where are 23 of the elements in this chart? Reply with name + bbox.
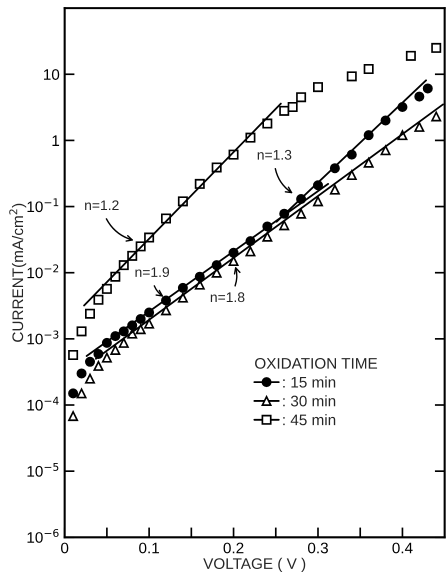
legend-label: : 15 min (283, 376, 336, 388)
y-tick-label: 10$^{−3}$ (28, 330, 58, 344)
x-tick-label: 0.3 (308, 542, 328, 554)
y-tick-label: 1 (52, 135, 60, 146)
y-tick-label: 10$^{−6}$ (28, 528, 59, 543)
annotation: n=1.9 (135, 267, 170, 278)
x-tick-label: 0.4 (392, 542, 413, 554)
annotation: n=1.2 (85, 200, 119, 210)
y-tick-label: 10 (44, 69, 60, 80)
legend-title: OXIDATION TIME (255, 358, 378, 369)
y-tick-label: 10$^{−4}$ (28, 396, 59, 411)
legend-label: : 45 min (283, 414, 336, 426)
y-tick-label: 10$^{−2}$ (28, 264, 58, 278)
x-tick-label: 0 (61, 542, 68, 554)
y-axis-title: CURRENT(mA/cm$^{2}$) (9, 204, 26, 342)
legend-label: : 30 min (283, 395, 336, 406)
x-tick-label: 0.2 (224, 542, 244, 554)
y-tick-label: 10$^{−5}$ (28, 462, 58, 477)
x-tick-label: 0.1 (139, 542, 159, 554)
x-axis-title: VOLTAGE ( V ) (203, 558, 306, 572)
annotation: n=1.8 (210, 292, 244, 302)
y-tick-label: 10$^{−1}$ (28, 198, 58, 212)
annotation: n=1.3 (258, 150, 292, 160)
